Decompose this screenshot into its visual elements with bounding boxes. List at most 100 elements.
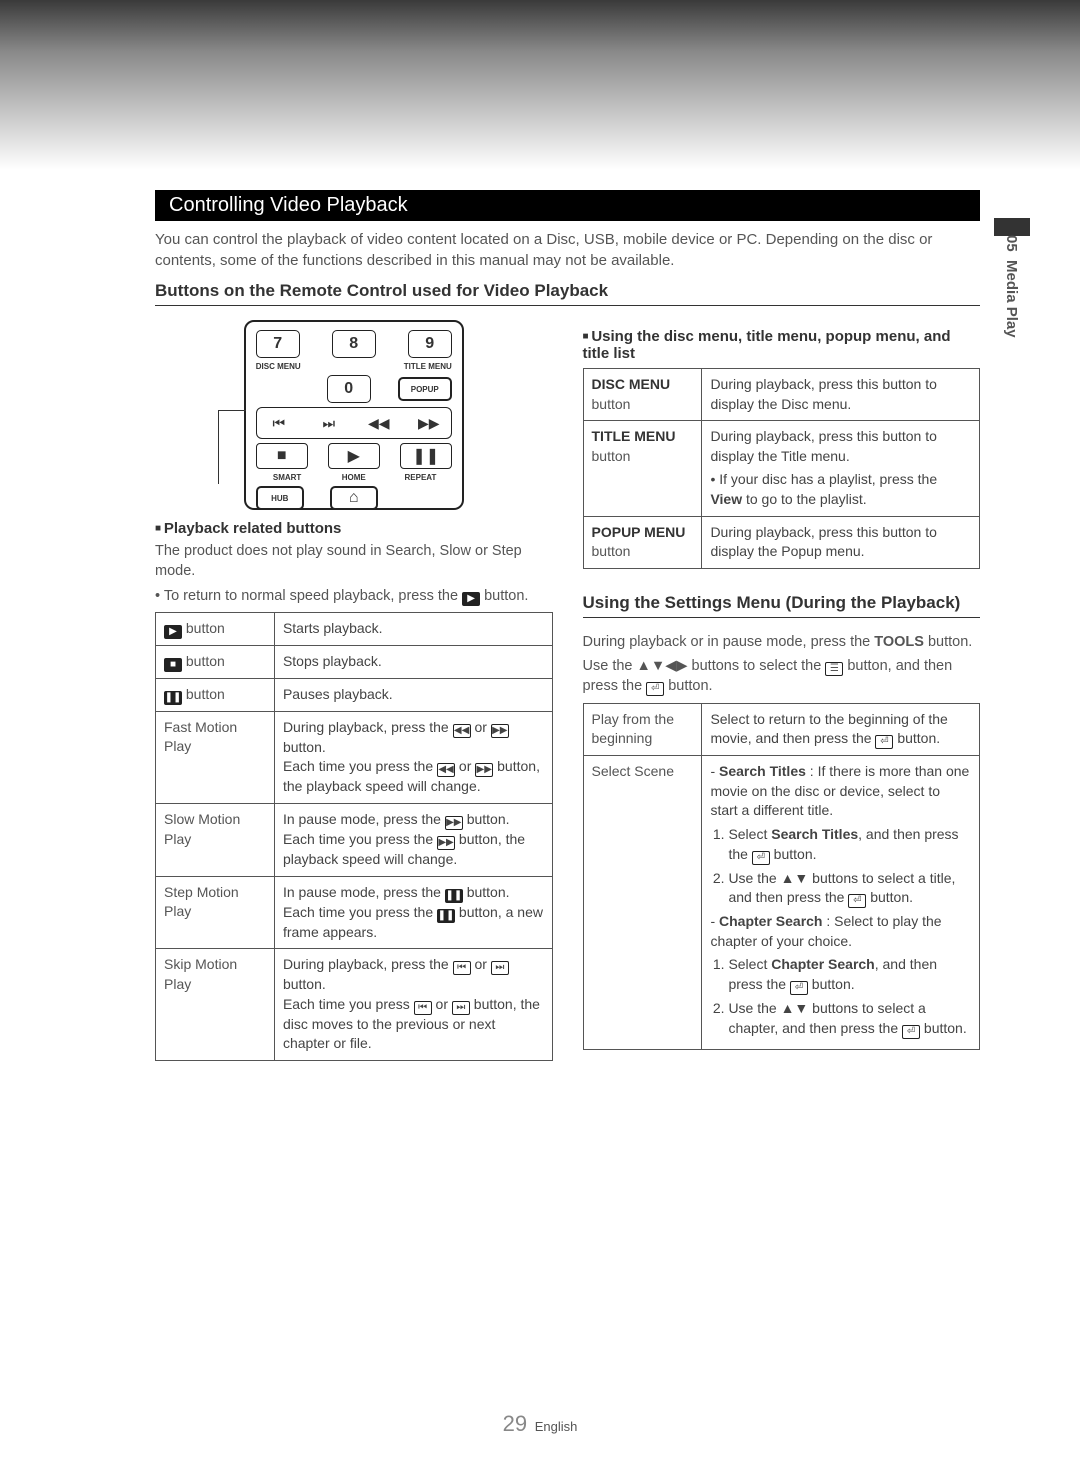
page-content: Controlling Video Playback You can contr… <box>0 190 1080 1061</box>
pause-icon: ❚❚ <box>164 691 182 705</box>
table-row: DISC MENU button During playback, press … <box>583 369 980 421</box>
stop-icon: ■ <box>164 658 182 672</box>
ff-icon: ▶▶ <box>445 816 463 830</box>
table-row: Slow Motion Play In pause mode, press th… <box>156 804 553 877</box>
table-row: POPUP MENU button During playback, press… <box>583 516 980 568</box>
table-row: Play from the beginning Select to return… <box>583 703 980 756</box>
row-desc: During playback, press this button to di… <box>702 369 980 421</box>
row-desc: During playback, press the ⏮ or ⏭ button… <box>274 949 552 1061</box>
pause-icon: ❚❚ <box>445 889 463 903</box>
playback-related-heading: Playback related buttons <box>155 520 553 537</box>
menus-table: DISC MENU button During playback, press … <box>583 368 981 569</box>
page-lang: English <box>535 1419 578 1434</box>
enter-icon: ⏎ <box>752 851 770 865</box>
settings-nav: Use the ▲▼◀▶ buttons to select the ☰ but… <box>583 656 981 697</box>
intro-text: You can control the playback of video co… <box>155 229 980 271</box>
remote-label-home: HOME <box>322 473 385 482</box>
top-gradient-banner <box>0 0 1080 170</box>
note2-text-a: To return to normal speed playback, pres… <box>164 588 462 604</box>
section-title: Controlling Video Playback <box>155 190 980 221</box>
settings-table: Play from the beginning Select to return… <box>583 703 981 1050</box>
remote-label-repeat: REPEAT <box>389 473 452 482</box>
menus-heading: Using the disc menu, title menu, popup m… <box>583 328 981 362</box>
remote-key-prev: ⏮ <box>259 411 299 435</box>
row-desc: During playback, press the ◀◀ or ▶▶ butt… <box>274 711 552 803</box>
row-label: TITLE MENU button <box>583 421 702 516</box>
remote-key-hub: HUB <box>256 486 304 510</box>
row-desc: In pause mode, press the ▶▶ button. Each… <box>274 804 552 877</box>
remote-diagram: 7 8 9 DISC MENU TITLE MENU 0 POPUP ⏮ ⏭ ◀… <box>244 320 464 510</box>
row-label: POPUP MENU button <box>583 516 702 568</box>
next-icon: ⏭ <box>452 1001 470 1015</box>
table-row: ▶ button Starts playback. <box>156 612 553 645</box>
ff-icon: ▶▶ <box>437 836 455 850</box>
subheading-remote-buttons: Buttons on the Remote Control used for V… <box>155 281 980 306</box>
ff-icon: ▶▶ <box>475 763 493 777</box>
page-footer: 29 English <box>0 1411 1080 1437</box>
enter-icon: ⏎ <box>848 894 866 908</box>
rew-icon: ◀◀ <box>453 724 471 738</box>
row-label: Play from the beginning <box>583 703 702 756</box>
page-number: 29 <box>503 1411 527 1436</box>
remote-key-pause: ❚❚ <box>400 443 452 469</box>
remote-key-7: 7 <box>256 330 300 358</box>
table-row: ■ button Stops playback. <box>156 645 553 678</box>
settings-heading: Using the Settings Menu (During the Play… <box>583 593 981 618</box>
settings-intro: During playback or in pause mode, press … <box>583 632 981 652</box>
play-icon: ▶ <box>164 625 182 639</box>
callout-line <box>218 410 246 484</box>
enter-icon: ⏎ <box>875 735 893 749</box>
prev-icon: ⏮ <box>453 961 471 975</box>
playback-buttons-table: ▶ button Starts playback. ■ button Stops… <box>155 612 553 1061</box>
row-desc: In pause mode, press the ❚❚ button. Each… <box>274 876 552 949</box>
enter-icon: ⏎ <box>790 981 808 995</box>
table-row: Fast Motion Play During playback, press … <box>156 711 553 803</box>
remote-key-8: 8 <box>332 330 376 358</box>
row-label: Step Motion Play <box>156 876 275 949</box>
remote-key-rew: ◀◀ <box>359 411 399 435</box>
prev-icon: ⏮ <box>414 1001 432 1015</box>
rew-icon: ◀◀ <box>437 763 455 777</box>
remote-key-popup: POPUP <box>398 377 452 401</box>
row-desc: During playback, press this button to di… <box>702 516 980 568</box>
remote-key-stop: ■ <box>256 443 308 469</box>
table-row: Step Motion Play In pause mode, press th… <box>156 876 553 949</box>
playback-note-1: The product does not play sound in Searc… <box>155 541 553 582</box>
next-icon: ⏭ <box>491 961 509 975</box>
row-label: button <box>182 653 225 669</box>
right-column: Using the disc menu, title menu, popup m… <box>583 320 981 1061</box>
row-label: Fast Motion Play <box>156 711 275 803</box>
playback-note-2: To return to normal speed playback, pres… <box>155 586 553 606</box>
row-desc: Search Titles : If there is more than on… <box>702 756 980 1049</box>
row-desc: Starts playback. <box>274 612 552 645</box>
remote-label-disc-menu: DISC MENU <box>256 362 301 371</box>
remote-key-next: ⏭ <box>309 411 349 435</box>
enter-icon: ⏎ <box>902 1025 920 1039</box>
row-desc: Stops playback. <box>274 645 552 678</box>
remote-label-title-menu: TITLE MENU <box>404 362 452 371</box>
row-desc: Pauses playback. <box>274 678 552 711</box>
remote-label-smart: SMART <box>256 473 319 482</box>
ff-icon: ▶▶ <box>491 724 509 738</box>
row-desc: Select to return to the beginning of the… <box>702 703 980 756</box>
table-row: Select Scene Search Titles : If there is… <box>583 756 980 1049</box>
row-label: Skip Motion Play <box>156 949 275 1061</box>
row-label: DISC MENU button <box>583 369 702 421</box>
enter-icon: ⏎ <box>646 682 664 696</box>
row-desc: During playback, press this button to di… <box>702 421 980 516</box>
pause-icon: ❚❚ <box>437 909 455 923</box>
table-row: Skip Motion Play During playback, press … <box>156 949 553 1061</box>
remote-key-home-icon: ⌂ <box>330 486 378 510</box>
play-icon: ▶ <box>462 592 480 606</box>
left-column: 7 8 9 DISC MENU TITLE MENU 0 POPUP ⏮ ⏭ ◀… <box>155 320 553 1061</box>
table-row: ❚❚ button Pauses playback. <box>156 678 553 711</box>
remote-key-ff: ▶▶ <box>409 411 449 435</box>
row-label: Slow Motion Play <box>156 804 275 877</box>
row-label: button <box>182 620 225 636</box>
remote-key-9: 9 <box>408 330 452 358</box>
remote-key-play: ▶ <box>328 443 380 469</box>
table-row: TITLE MENU button During playback, press… <box>583 421 980 516</box>
remote-key-0: 0 <box>327 375 371 403</box>
row-label: button <box>182 686 225 702</box>
menu-icon: ☰ <box>825 662 843 676</box>
